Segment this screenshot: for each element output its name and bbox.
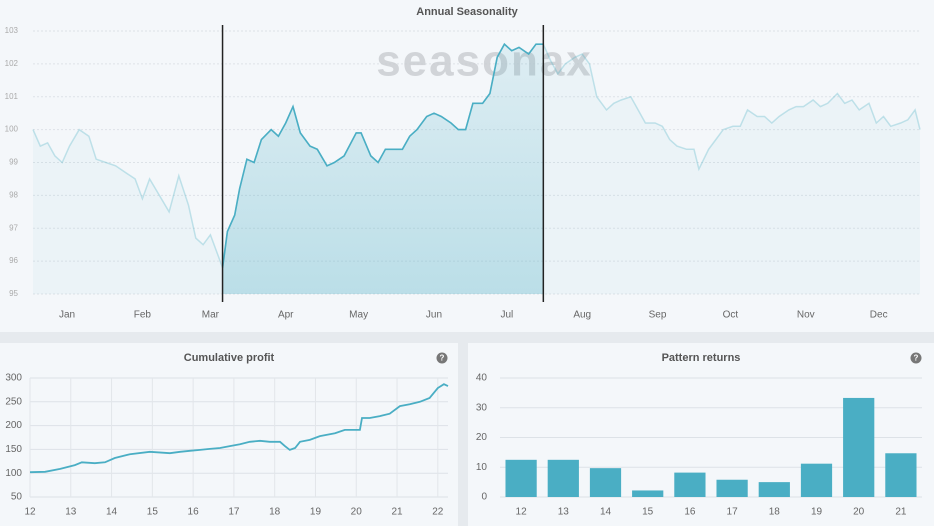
- x-tick-label: Aug: [573, 310, 591, 321]
- y-tick-label: 100: [5, 125, 19, 134]
- bar: [758, 482, 790, 497]
- x-tick-label: 13: [65, 507, 77, 518]
- y-tick-label: 103: [5, 26, 19, 35]
- x-tick-label: 15: [147, 507, 159, 518]
- returns-panel: Pattern returns ? 0 10 20 30 40 12 13 14 15 16 17 18 1…: [468, 343, 934, 526]
- x-tick-label: 17: [228, 507, 240, 518]
- y-tick-label: 96: [9, 256, 18, 265]
- bar: [505, 459, 537, 497]
- y-tick-label: 20: [476, 432, 488, 443]
- bar: [632, 490, 664, 497]
- bar: [885, 453, 917, 497]
- y-tick-label: 99: [9, 158, 18, 167]
- bar: [674, 472, 706, 497]
- y-tick-label: 150: [5, 444, 22, 455]
- x-tick-label: Jan: [59, 310, 75, 321]
- bar: [800, 463, 833, 497]
- x-tick-label: 21: [895, 507, 907, 518]
- bar: [589, 468, 622, 497]
- x-tick-label: 15: [642, 507, 654, 518]
- watermark: seasonax: [376, 37, 593, 86]
- x-tick-label: Sep: [649, 310, 667, 321]
- x-tick-label: 16: [188, 507, 200, 518]
- x-tick-label: 13: [558, 507, 570, 518]
- x-tick-label: Jun: [426, 310, 442, 321]
- chart-title: Annual Seasonality: [416, 6, 518, 18]
- y-tick-label: 101: [5, 92, 19, 101]
- x-tick-label: Dec: [870, 310, 888, 321]
- chart-title: Pattern returns: [662, 352, 741, 364]
- x-tick-label: 19: [811, 507, 823, 518]
- x-tick-label: Jul: [500, 310, 513, 321]
- y-tick-label: 300: [5, 373, 22, 384]
- line: [29, 383, 449, 474]
- x-tick-label: 14: [600, 507, 612, 518]
- seasonality-panel: Annual Seasonality 95 96 97 98 99 100 101 102 103…: [0, 0, 934, 332]
- x-tick-label: Apr: [278, 310, 294, 321]
- x-tick-label: Mar: [202, 310, 220, 321]
- y-tick-label: 97: [9, 223, 18, 232]
- y-tick-label: 98: [9, 190, 18, 199]
- line-highlight: [222, 42, 544, 268]
- bar: [843, 397, 875, 497]
- y-tick-label: 102: [5, 59, 19, 68]
- y-tick-label: 30: [476, 402, 488, 413]
- x-tick-label: 18: [269, 507, 281, 518]
- area-highlight: [222, 44, 544, 294]
- y-tick-label: 100: [5, 468, 22, 479]
- y-tick-label: 40: [476, 373, 488, 384]
- cumulative-panel: Cumulative profit ? 50 100 150 200 250 300 12 13 1…: [0, 343, 458, 526]
- x-tick-label: Nov: [797, 310, 815, 321]
- x-tick-label: 22: [432, 507, 444, 518]
- x-tick-label: 20: [351, 507, 363, 518]
- x-tick-label: 12: [516, 507, 528, 518]
- bar: [716, 479, 748, 497]
- y-tick-label: 0: [481, 492, 487, 503]
- x-tick-label: 18: [769, 507, 781, 518]
- help-icon-label[interactable]: ?: [914, 354, 919, 363]
- bar: [547, 459, 579, 497]
- x-tick-label: 16: [684, 507, 696, 518]
- x-tick-label: 20: [853, 507, 865, 518]
- x-tick-label: 14: [106, 507, 118, 518]
- y-tick-label: 95: [9, 289, 18, 298]
- chart-title: Cumulative profit: [184, 352, 275, 364]
- y-tick-label: 200: [5, 420, 22, 431]
- x-tick-label: May: [349, 310, 368, 321]
- x-tick-label: Feb: [134, 310, 152, 321]
- x-tick-label: 17: [727, 507, 739, 518]
- x-tick-label: 21: [391, 507, 403, 518]
- help-icon-label[interactable]: ?: [440, 354, 445, 363]
- help-icon[interactable]: [436, 352, 448, 364]
- y-tick-label: 250: [5, 396, 22, 407]
- x-tick-label: 12: [24, 507, 36, 518]
- y-tick-label: 10: [476, 462, 488, 473]
- help-icon[interactable]: [910, 352, 922, 364]
- y-tick-label: 50: [11, 492, 23, 503]
- x-tick-label: Oct: [723, 310, 739, 321]
- x-tick-label: 19: [310, 507, 322, 518]
